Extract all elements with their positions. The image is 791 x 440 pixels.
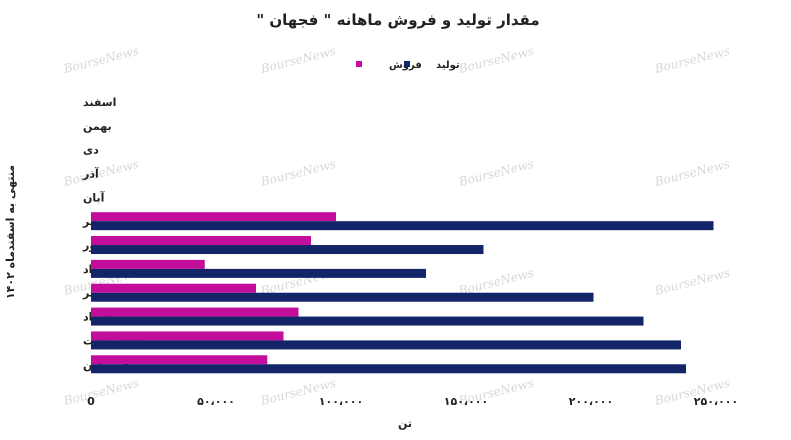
bar-production xyxy=(91,340,681,350)
bar-production xyxy=(91,364,686,374)
x-axis-title: تن xyxy=(398,417,412,430)
bar-sales xyxy=(91,307,299,317)
bar-sales xyxy=(91,236,311,246)
bar-sales xyxy=(91,212,336,222)
bar-sales xyxy=(91,259,205,269)
watermark-text: BourseNews xyxy=(652,266,731,298)
x-tick-label: ۱۰۰،۰۰۰ xyxy=(319,395,363,408)
bar-sales xyxy=(91,355,268,365)
x-tick-label: 0 xyxy=(87,395,95,408)
x-tick-label: ۲۰۰،۰۰۰ xyxy=(569,395,613,408)
bar-production xyxy=(91,245,484,255)
category-label: اسفند xyxy=(83,96,116,109)
watermark-text: BourseNews xyxy=(456,157,535,189)
bar-production xyxy=(91,316,644,326)
bar-production xyxy=(91,292,594,302)
category-labels: فروردیناردیبهشتخردادتیرمردادشهریورمهرآبا… xyxy=(82,96,137,371)
category-label: بهمن xyxy=(83,120,112,133)
bar-production xyxy=(91,268,426,278)
legend: فروشتولید xyxy=(356,60,460,71)
bar-production xyxy=(91,221,714,231)
category-label: آذر xyxy=(82,166,99,180)
legend-swatch xyxy=(404,61,410,67)
x-tick-labels: 0 ۵۰،۰۰۰ ۱۰۰،۰۰۰ ۱۵۰،۰۰۰ ۲۰۰،۰۰۰ ۲۵۰،۰۰۰ xyxy=(87,395,738,408)
bars xyxy=(91,212,714,374)
legend-swatch xyxy=(356,61,362,67)
legend-label: تولید xyxy=(436,60,460,71)
x-tick-label: ۲۵۰،۰۰۰ xyxy=(694,395,738,408)
x-tick-label: ۵۰،۰۰۰ xyxy=(197,395,235,408)
watermark-text: BourseNews xyxy=(652,157,731,189)
bar-sales xyxy=(91,283,256,293)
bar-sales xyxy=(91,331,284,341)
watermark-text: BourseNews xyxy=(61,376,140,408)
watermark-text: BourseNews xyxy=(258,157,337,189)
watermark-text: BourseNews xyxy=(61,44,140,76)
watermark-text: BourseNews xyxy=(61,157,140,189)
chart-title: مقدار تولید و فروش ماهانه " فجهان " xyxy=(256,11,539,29)
category-label: دی xyxy=(83,144,99,157)
watermark-text: BourseNews xyxy=(652,44,731,76)
y-axis-title: منتهی به اسفندماه ۱۴۰۲ xyxy=(4,165,17,299)
category-label: آبان xyxy=(83,190,105,204)
watermark-text: BourseNews xyxy=(456,44,535,76)
watermark-text: BourseNews xyxy=(258,44,337,76)
x-tick-label: ۱۵۰،۰۰۰ xyxy=(444,395,488,408)
